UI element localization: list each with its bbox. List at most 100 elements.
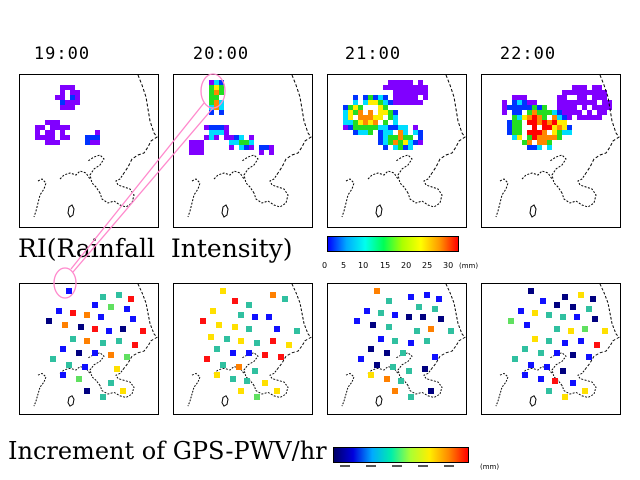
rain-cell — [249, 145, 254, 150]
gps-station — [594, 342, 600, 348]
rain-cell — [403, 140, 408, 145]
coastline — [187, 372, 201, 407]
rain-cell — [378, 130, 383, 135]
rain-cell — [378, 110, 383, 115]
rain-cell — [527, 110, 532, 115]
rain-cell — [403, 95, 408, 100]
gps-station — [400, 350, 406, 356]
gps-station — [436, 296, 442, 302]
gps-station — [62, 322, 68, 328]
coastline — [99, 172, 135, 208]
rain-cell — [592, 115, 597, 120]
ri-map-2000 — [173, 74, 313, 228]
rain-cell — [532, 145, 537, 150]
rain-cell — [537, 145, 542, 150]
rain-cell — [95, 140, 100, 145]
rain-cell — [393, 90, 398, 95]
gps-station — [246, 350, 252, 356]
rain-cell — [398, 135, 403, 140]
rain-cell — [368, 120, 373, 125]
rain-cell — [383, 125, 388, 130]
rain-cell — [532, 130, 537, 135]
rain-cell — [259, 145, 264, 150]
gps-station — [378, 336, 384, 342]
gps-station — [100, 294, 106, 300]
rain-cell — [597, 95, 602, 100]
coastline — [253, 368, 289, 398]
gps-station — [76, 350, 82, 356]
gps-station — [358, 356, 364, 362]
rain-cell — [70, 105, 75, 110]
rain-cell — [512, 135, 517, 140]
gps-station — [238, 388, 244, 394]
gps-station — [108, 380, 114, 386]
rain-cell — [592, 85, 597, 90]
rain-cell — [60, 135, 65, 140]
gps-station — [132, 342, 138, 348]
rain-cell — [423, 90, 428, 95]
rain-cell — [209, 85, 214, 90]
rain-cell — [527, 145, 532, 150]
coastline — [561, 172, 597, 208]
gps-station — [528, 288, 534, 294]
rain-cell — [542, 110, 547, 115]
rain-cell — [219, 90, 224, 95]
rain-cell — [393, 135, 398, 140]
gps-station — [108, 304, 114, 310]
coastline — [59, 366, 91, 374]
pwv-tick — [366, 465, 376, 467]
gps-station — [582, 326, 588, 332]
coastline — [341, 372, 355, 407]
rain-cell — [358, 120, 363, 125]
ri-tick: 15 — [380, 261, 391, 270]
rain-cell — [522, 115, 527, 120]
rain-cell — [90, 140, 95, 145]
rain-cell — [363, 125, 368, 130]
rain-cell — [388, 125, 393, 130]
rain-cell — [413, 100, 418, 105]
gps-station — [392, 388, 398, 394]
rain-cell — [537, 135, 542, 140]
rain-cell — [244, 140, 249, 145]
rain-cell — [527, 115, 532, 120]
ri-colorbar — [327, 236, 459, 252]
rain-cell — [259, 150, 264, 155]
rain-cell — [388, 130, 393, 135]
ri-tick: 0 — [322, 261, 328, 270]
rain-cell — [219, 80, 224, 85]
rain-cell — [60, 100, 65, 105]
rain-cell — [552, 110, 557, 115]
rain-cell — [537, 105, 542, 110]
rain-cell — [269, 145, 274, 150]
pwv-map-2100 — [327, 283, 467, 415]
gps-station — [270, 338, 276, 344]
rain-cell — [572, 90, 577, 95]
rain-cell — [393, 120, 398, 125]
rain-cell — [194, 140, 199, 145]
rain-cell — [542, 115, 547, 120]
rain-cell — [393, 140, 398, 145]
rain-cell — [562, 95, 567, 100]
rain-cell — [527, 120, 532, 125]
rain-cell — [557, 130, 562, 135]
gps-station — [208, 334, 214, 340]
rain-cell — [95, 130, 100, 135]
rain-cell — [388, 100, 393, 105]
gps-station — [438, 316, 444, 322]
rain-cell — [398, 140, 403, 145]
rain-cell — [264, 145, 269, 150]
rain-cell — [209, 80, 214, 85]
rain-cell — [408, 140, 413, 145]
rain-cell — [532, 125, 537, 130]
gps-station — [294, 328, 300, 334]
ri-tick: 30 — [443, 261, 454, 270]
rain-cell — [383, 140, 388, 145]
rain-cell — [408, 135, 413, 140]
gps-station — [262, 380, 268, 386]
gps-station — [384, 350, 390, 356]
coastline — [495, 372, 509, 407]
rain-cell — [378, 100, 383, 105]
rain-cell — [602, 110, 607, 115]
coastline — [33, 372, 47, 407]
island — [221, 395, 229, 407]
